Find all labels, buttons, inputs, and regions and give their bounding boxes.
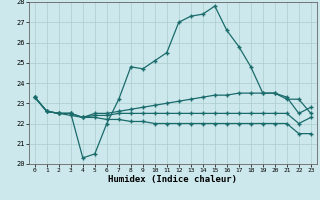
X-axis label: Humidex (Indice chaleur): Humidex (Indice chaleur) [108, 175, 237, 184]
